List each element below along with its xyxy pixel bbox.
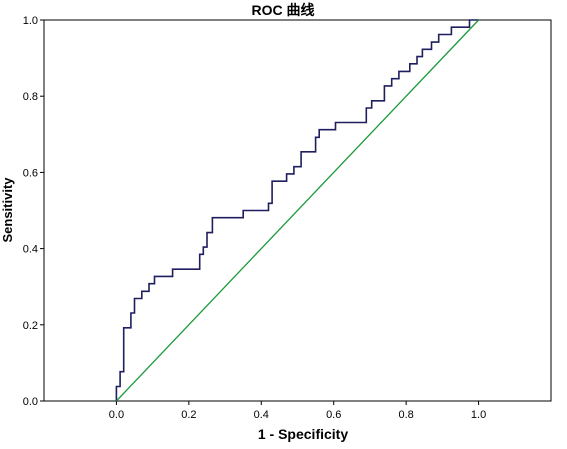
y-tick-label: 1.0 — [23, 15, 38, 27]
x-tick-label: 0.2 — [181, 409, 196, 421]
x-tick-label: 0.0 — [109, 409, 124, 421]
plot-frame — [43, 19, 552, 402]
x-tick-label: 0.6 — [326, 409, 341, 421]
series-layer — [115, 19, 480, 402]
y-tick-label: 0.2 — [23, 320, 38, 332]
x-tick-label: 0.8 — [398, 409, 413, 421]
y-axis-label: Sensitivity — [0, 177, 15, 243]
x-tick-label: 0.4 — [254, 409, 269, 421]
x-axis-ticks: 0.0 0.2 0.4 0.6 0.8 1.0 — [109, 401, 486, 421]
x-axis-label: 1 - Specificity — [258, 426, 348, 442]
x-tick-label: 1.0 — [471, 409, 486, 421]
y-axis-ticks: 0.0 0.2 0.4 0.6 0.8 1.0 — [23, 15, 44, 408]
y-tick-label: 0.0 — [23, 396, 38, 408]
y-tick-label: 0.6 — [23, 167, 38, 179]
y-tick-label: 0.8 — [23, 91, 38, 103]
chart-title: ROC 曲线 — [252, 2, 315, 18]
roc-curve-line — [115, 19, 479, 401]
reference-diagonal-line — [115, 19, 480, 402]
y-tick-label: 0.4 — [23, 244, 38, 256]
